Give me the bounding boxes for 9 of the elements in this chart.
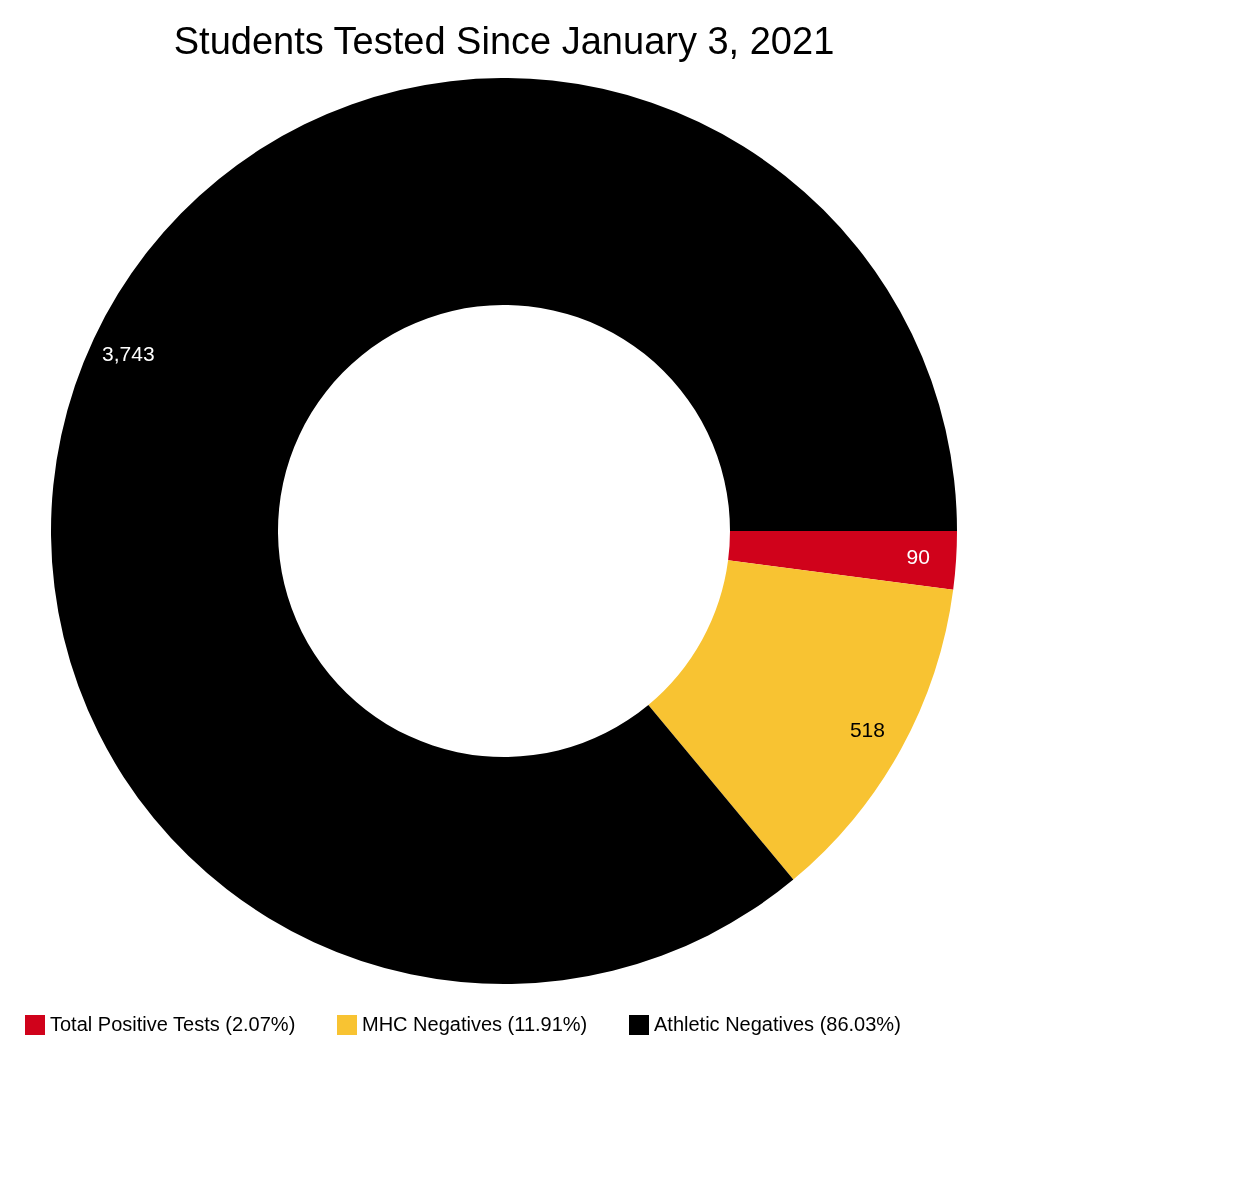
- legend-label: Total Positive Tests (2.07%): [50, 1013, 296, 1035]
- chart-title: Students Tested Since January 3, 2021: [173, 20, 835, 62]
- data-label: 518: [849, 718, 885, 742]
- donut-slice: [728, 531, 957, 590]
- data-label: 90: [906, 544, 930, 568]
- legend-label: Athletic Negatives (86.03%): [654, 1013, 901, 1035]
- donut-slice: [51, 78, 957, 984]
- data-label: 3,743: [102, 341, 155, 365]
- legend-label: MHC Negatives (11.91%): [362, 1013, 588, 1035]
